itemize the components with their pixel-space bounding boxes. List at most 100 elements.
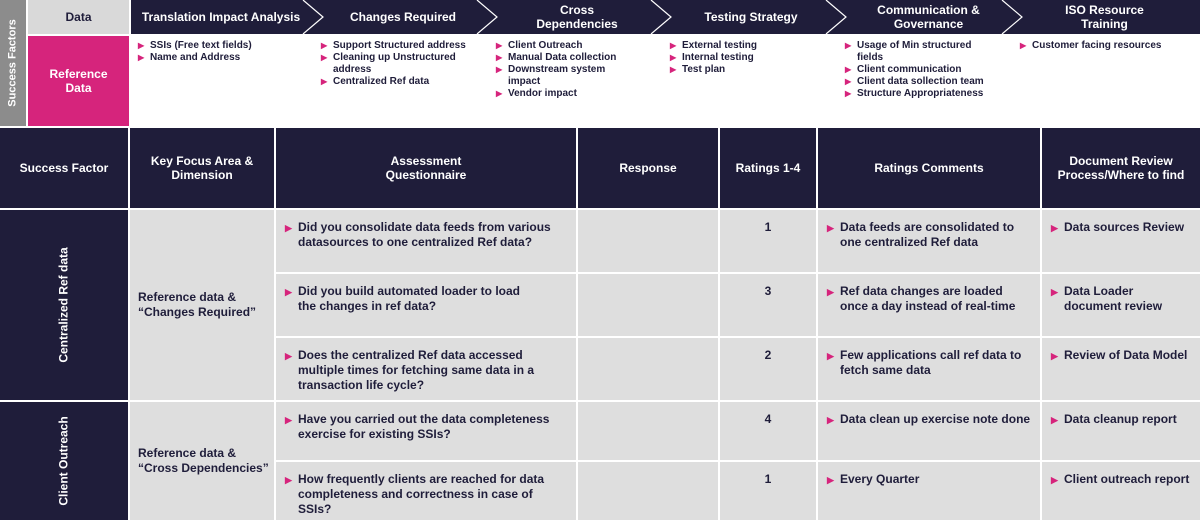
header-questionnaire-text: Assessment Questionnaire [385,154,467,182]
list-item: ▶ SSIs (Free text fields) [138,40,252,51]
header-document-review-text: Document Review Process/Where to find [1057,154,1185,182]
focus-area-cross-dependencies: Reference data & “Cross Dependencies” [130,402,274,520]
list-item: ▶ Cleaning up Unstructured address [321,52,456,75]
header-success-factor: Success Factor [0,128,128,208]
process-steps-bar: Translation Impact Analysis Changes Requ… [131,0,1200,34]
comment-cell: ▶ Ref data changes are loaded once a day … [818,274,1040,336]
list-item: ▶ Manual Data collection [496,52,617,63]
review-cell: ▶ Data cleanup report [1042,402,1200,460]
list-item: ▶ Usage of Min structured fields [845,40,972,63]
step-items-testing: ▶ External testing ▶ Internal testing ▶ Tes… [670,40,820,76]
success-factor-centralized-ref-data: Centralized Ref data [0,210,128,400]
triangle-right-icon: ▶ [845,65,852,74]
chevron-right-icon [825,0,847,34]
list-item: ▶ Test plan [670,64,726,75]
triangle-right-icon: ▶ [845,89,852,98]
question-cell: ▶ Did you build automated loader to load … [276,274,576,336]
response-cell[interactable] [578,274,718,336]
triangle-right-icon: ▶ [1051,223,1058,233]
reference-data-text: Reference Data [49,67,108,95]
list-item: ▶ Client Outreach [496,40,583,51]
triangle-right-icon: ▶ [827,223,834,233]
step-title-changes: Changes Required [349,10,457,24]
triangle-right-icon: ▶ [827,287,834,297]
triangle-right-icon: ▶ [827,351,834,361]
review-cell: ▶ Review of Data Model [1042,338,1200,400]
step-items-cross: ▶ Client Outreach ▶ Manual Data collection… [496,40,636,100]
step-title-cross: Cross Dependencies [493,0,661,34]
triangle-right-icon: ▶ [1051,475,1058,485]
rating-cell: 2 [720,338,816,400]
step-title-testing: Testing Strategy [704,10,798,24]
list-item: ▶ Vendor impact [496,88,577,99]
success-factor-text: Centralized Ref data [56,247,71,363]
triangle-right-icon: ▶ [1051,287,1058,297]
triangle-right-icon: ▶ [496,41,503,50]
triangle-right-icon: ▶ [670,65,677,74]
triangle-right-icon: ▶ [670,41,677,50]
question-cell: ▶ How frequently clients are reached for … [276,462,576,520]
triangle-right-icon: ▶ [285,351,292,361]
header-key-focus-text: Key Focus Area & Dimension [150,154,254,182]
rating-cell: 3 [720,274,816,336]
list-item: ▶ External testing [670,40,758,51]
triangle-right-icon: ▶ [285,287,292,297]
success-factor-text: Client Outreach [56,416,71,506]
header-ratings: Ratings 1-4 [720,128,816,208]
triangle-right-icon: ▶ [285,415,292,425]
chevron-right-icon [1001,0,1023,34]
question-cell: ▶ Does the centralized Ref data accessed … [276,338,576,400]
data-label: Data [28,0,129,34]
step-title-iso-text: ISO Resource Training [1065,3,1144,31]
review-cell: ▶ Client outreach report [1042,462,1200,520]
step-items-translation: ▶ SSIs (Free text fields) ▶ Name and Addre… [138,40,308,64]
triangle-right-icon: ▶ [321,41,328,50]
question-cell: ▶ Did you consolidate data feeds from var… [276,210,576,272]
success-factors-text: Success Factors [7,19,19,107]
list-item: ▶ Name and Address [138,52,241,63]
success-factors-side-label: Success Factors [0,0,26,126]
step-title-communication: Communication & Governance [841,0,1016,34]
response-cell[interactable] [578,210,718,272]
triangle-right-icon: ▶ [285,223,292,233]
chevron-right-icon [650,0,672,34]
response-cell[interactable] [578,462,718,520]
triangle-right-icon: ▶ [845,77,852,86]
rating-cell: 4 [720,402,816,460]
chevron-right-icon [302,0,324,34]
list-item: ▶ Centralized Ref data [321,76,430,87]
response-cell[interactable] [578,338,718,400]
list-item: ▶ Internal testing [670,52,754,63]
header-ratings-comments: Ratings Comments [818,128,1040,208]
focus-area-text: Reference data & “Cross Dependencies” [138,446,269,475]
list-item: ▶ Customer facing resources [1020,40,1162,51]
focus-area-text: Reference data & “Changes Required” [138,290,257,319]
list-item: ▶ Client data sollection team [845,76,984,87]
header-response: Response [578,128,718,208]
list-item: ▶ Downstream system impact [496,64,606,87]
triangle-right-icon: ▶ [845,41,852,50]
response-cell[interactable] [578,402,718,460]
triangle-right-icon: ▶ [496,65,503,74]
triangle-right-icon: ▶ [496,89,503,98]
comment-cell: ▶ Data feeds are consolidated to one cent… [818,210,1040,272]
focus-area-changes-required: Reference data & “Changes Required” [130,210,274,400]
step-items-iso: ▶ Customer facing resources [1020,40,1195,52]
step-title-cross-text: Cross Dependencies [536,3,618,31]
triangle-right-icon: ▶ [1020,41,1027,50]
review-cell: ▶ Data Loader document review [1042,274,1200,336]
rating-cell: 1 [720,462,816,520]
triangle-right-icon: ▶ [670,53,677,62]
rating-cell: 1 [720,210,816,272]
review-cell: ▶ Data sources Review [1042,210,1200,272]
step-items-changes: ▶ Support Structured address ▶ Cleaning up… [321,40,471,88]
triangle-right-icon: ▶ [1051,351,1058,361]
step-title-iso: ISO Resource Training [1017,0,1192,34]
list-item: ▶ Structure Appropriateness [845,88,984,99]
triangle-right-icon: ▶ [321,53,328,62]
header-key-focus: Key Focus Area & Dimension [130,128,274,208]
step-items-communication: ▶ Usage of Min structured fields ▶ Client … [845,40,995,100]
triangle-right-icon: ▶ [827,475,834,485]
step-title-communication-text: Communication & Governance [877,3,980,31]
reference-data-label: Reference Data [28,36,129,126]
